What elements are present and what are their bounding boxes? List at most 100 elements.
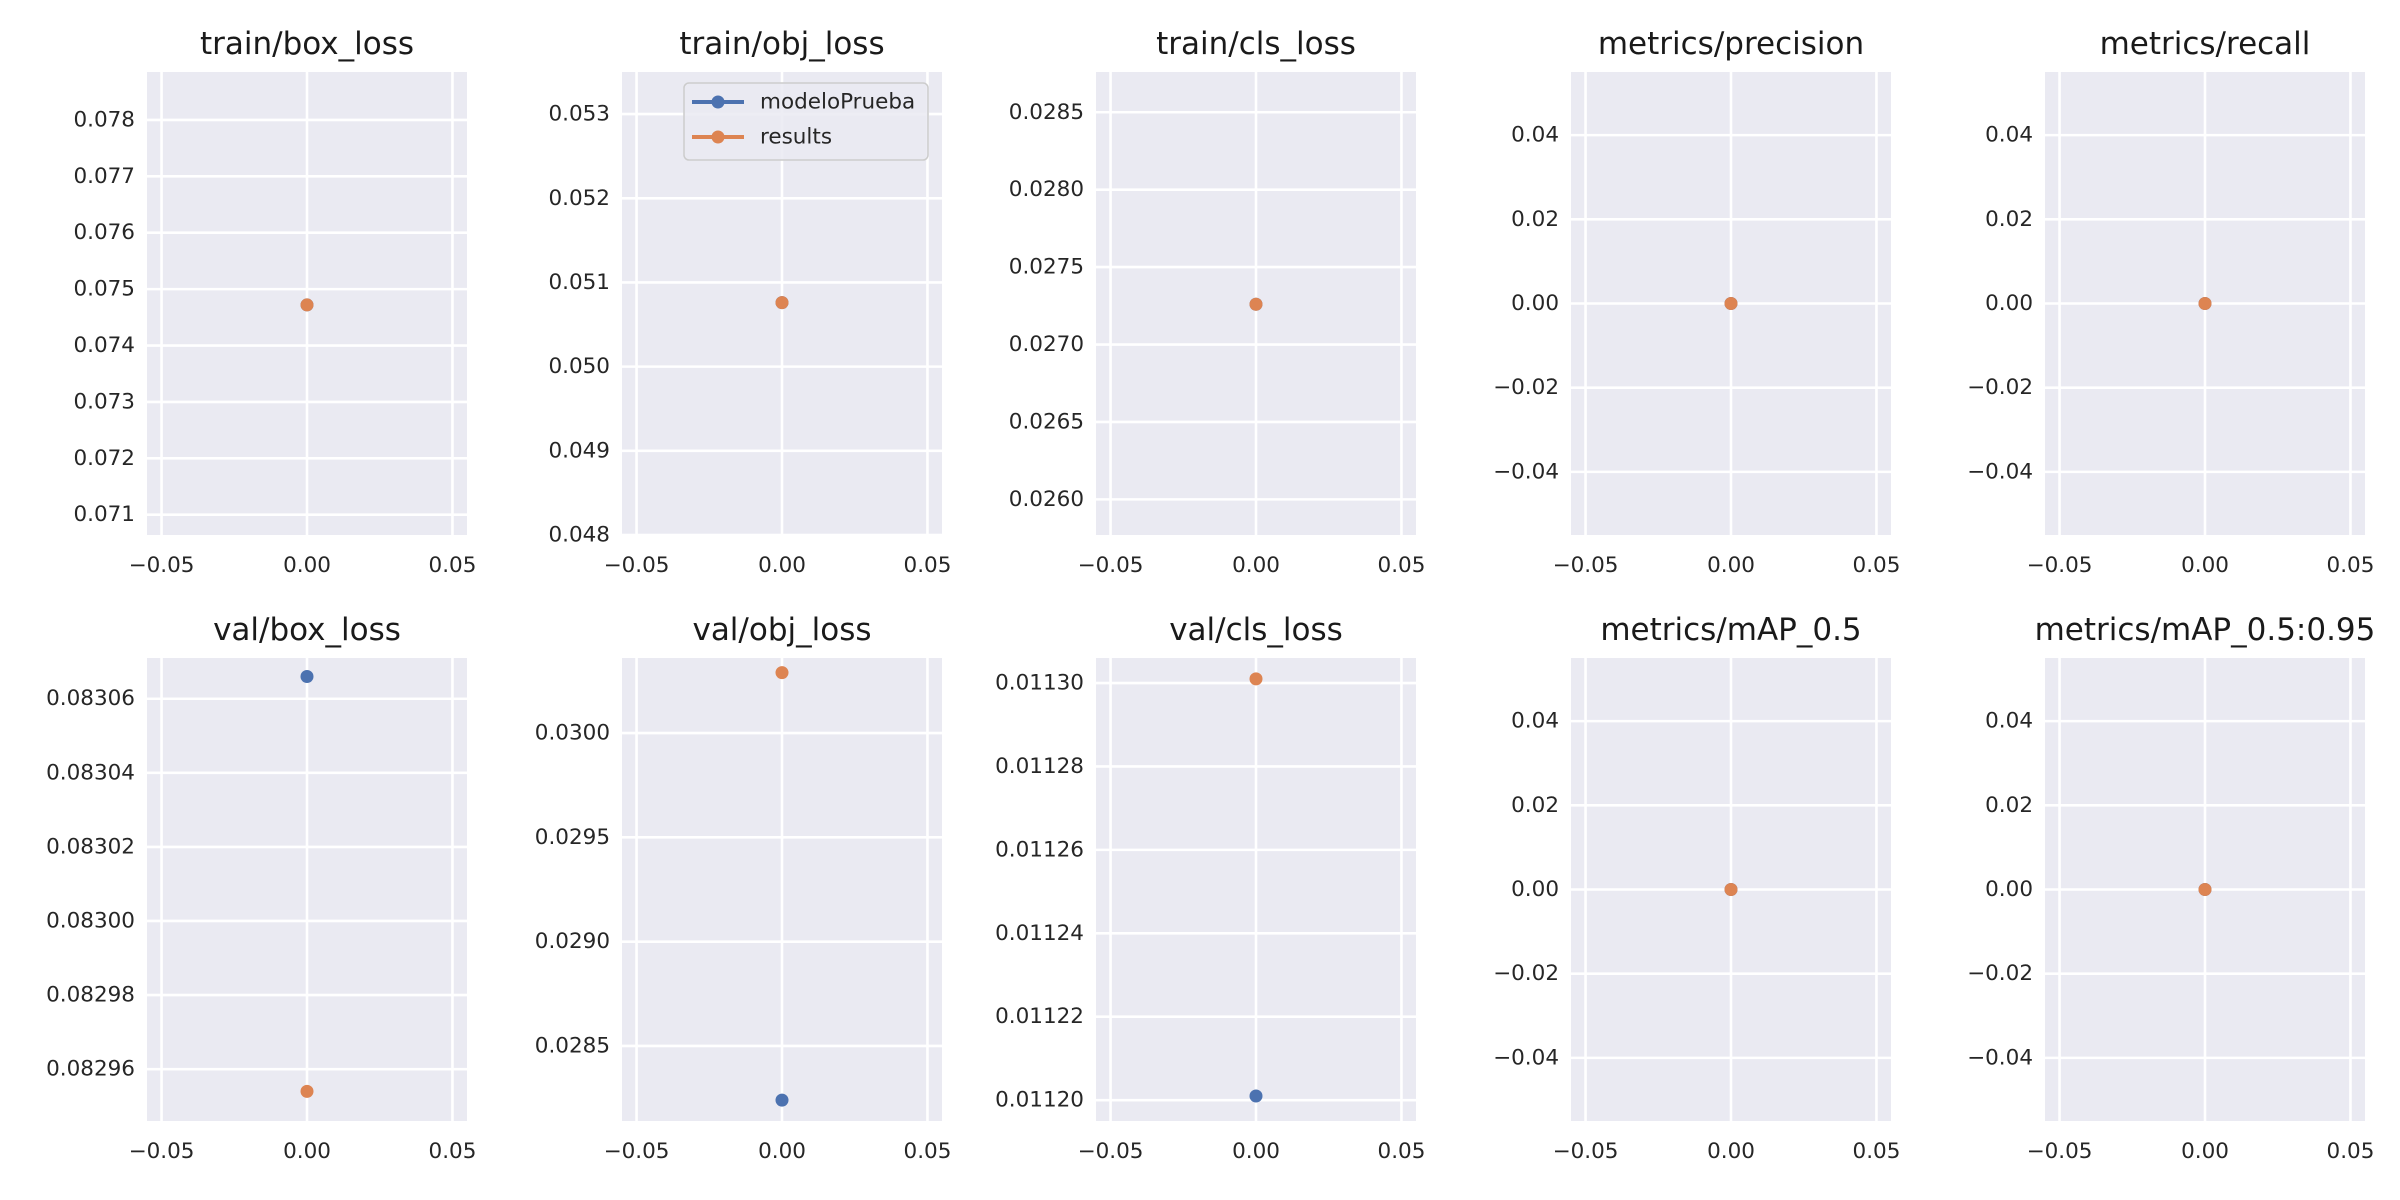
panel-metrics-precision-xtick-label: 0.05 (1853, 553, 1901, 578)
panel-metrics-map-0-5-0-95-ytick-label: 0.02 (1985, 793, 2033, 818)
panel-train-box-loss-title: train/box_loss (200, 26, 414, 62)
panel-metrics-map-0-5-0-95-ytick-label: 0.00 (1985, 877, 2033, 902)
panel-metrics-recall-ytick-label: 0.02 (1985, 207, 2033, 232)
panel-metrics-precision-series (1724, 297, 1738, 310)
panel-metrics-map-0-5-xtick-label: 0.00 (1707, 1139, 1755, 1164)
panel-metrics-map-0-5-xtick-label: 0.05 (1853, 1139, 1901, 1164)
panel-train-cls-loss-xtick-label: 0.00 (1232, 553, 1280, 578)
legend-entry-modeloprueba: modeloPrueba (692, 90, 915, 115)
panel-train-box-loss-xtick-label: 0.05 (429, 553, 477, 578)
panel-metrics-map-0-5-ytick-label: −0.04 (1493, 1045, 1559, 1070)
panel-val-cls-loss-title: val/cls_loss (1169, 612, 1343, 648)
panel-val-cls-loss-series-results-point (1249, 672, 1263, 686)
panel-train-obj-loss-series-results-point (775, 296, 789, 310)
panel-val-cls-loss-xtick-label: 0.05 (1378, 1139, 1426, 1164)
legend: modeloPrueba results (683, 82, 929, 161)
panel-train-cls-loss-series (1249, 297, 1263, 311)
panel-metrics-map-0-5-ytick-label: 0.02 (1511, 793, 1559, 818)
panel-train-obj-loss-title: train/obj_loss (679, 26, 884, 62)
panel-train-box-loss-ytick-label: 0.074 (73, 333, 135, 358)
panel-train-box-loss-xtick-label: −0.05 (129, 553, 195, 578)
panel-metrics-precision-title: metrics/precision (1598, 26, 1864, 62)
panel-val-box-loss-xtick-label: 0.05 (429, 1139, 477, 1164)
panel-metrics-recall-xtick-label: 0.00 (2181, 553, 2229, 578)
panel-train-obj-loss-xtick-label: 0.05 (904, 553, 952, 578)
legend-entry-results-label: results (760, 125, 832, 150)
panel-train-box-loss-series (300, 298, 314, 312)
panel-val-obj-loss-xtick-label: −0.05 (604, 1139, 670, 1164)
panel-train-box-loss-ytick-label: 0.073 (73, 389, 135, 414)
legend-entry-results-marker (711, 130, 725, 144)
panel-train-cls-loss: −0.05 0.00 0.05 0.0260 0.0265 0.0270 0.0275 0.0… (1009, 26, 1426, 578)
legend-entry-results: results (692, 125, 832, 150)
panel-train-obj-loss-ytick-label: 0.050 (548, 354, 610, 379)
panel-metrics-recall-ytick-label: −0.04 (1967, 459, 2033, 484)
panel-val-box-loss-ytick-label: 0.08306 (46, 686, 135, 711)
panel-val-obj-loss-series-modeloprueba-point (775, 1093, 789, 1107)
panel-metrics-recall-title: metrics/recall (2100, 26, 2311, 62)
panel-train-obj-loss-series (775, 296, 789, 310)
panel-train-box-loss-ytick-label: 0.075 (73, 277, 135, 302)
panel-val-obj-loss: −0.05 0.00 0.05 0.0285 0.0290 0.0295 0.0300 val… (535, 612, 952, 1164)
panel-val-cls-loss: −0.05 0.00 0.05 0.01120 0.01122 0.01124 0.0112… (995, 612, 1425, 1164)
panel-val-cls-loss-ytick-label: 0.01122 (995, 1004, 1084, 1029)
panel-val-box-loss-series-results-point (300, 1084, 314, 1098)
panel-val-obj-loss-series (775, 666, 789, 1107)
panel-metrics-precision-ytick-label: −0.02 (1493, 375, 1559, 400)
panel-metrics-map-0-5-ytick-label: 0.04 (1511, 709, 1559, 734)
panel-train-obj-loss-ytick-label: 0.049 (548, 438, 610, 463)
legend-entry-modeloprueba-label: modeloPrueba (760, 90, 915, 115)
panel-train-cls-loss-ytick-label: 0.0275 (1009, 255, 1084, 280)
panel-val-cls-loss-ytick-label: 0.01126 (995, 837, 1084, 862)
panel-train-cls-loss-ytick-label: 0.0270 (1009, 332, 1084, 357)
panel-metrics-precision-ytick-label: −0.04 (1493, 459, 1559, 484)
panel-metrics-recall-series-results-point (2198, 297, 2212, 310)
panel-val-box-loss-xtick-label: −0.05 (129, 1139, 195, 1164)
panel-val-cls-loss-series-modeloprueba-point (1249, 1089, 1263, 1103)
panel-metrics-map-0-5-0-95-ytick-label: −0.04 (1967, 1045, 2033, 1070)
panel-val-cls-loss-xtick-label: 0.00 (1232, 1139, 1280, 1164)
panel-val-cls-loss-series (1249, 672, 1263, 1103)
panel-val-box-loss-xtick-label: 0.00 (283, 1139, 331, 1164)
panel-train-cls-loss-ytick-label: 0.0265 (1009, 409, 1084, 434)
subplot-grid: −0.05 0.00 0.05 0.071 0.072 0.073 0.074 0.075 0.… (46, 26, 2375, 1164)
panel-metrics-map-0-5-0-95-series-results-point (2198, 883, 2212, 896)
panel-val-box-loss-series-modeloprueba-point (300, 670, 314, 684)
panel-val-cls-loss-ytick-label: 0.01124 (995, 921, 1084, 946)
panel-metrics-map-0-5-series (1724, 883, 1738, 896)
panel-metrics-map-0-5-0-95-ytick-label: −0.02 (1967, 961, 2033, 986)
panel-metrics-recall-xtick-label: 0.05 (2327, 553, 2375, 578)
panel-train-obj-loss-ytick-label: 0.048 (548, 523, 610, 548)
panel-metrics-precision-series-results-point (1724, 297, 1738, 310)
panel-train-box-loss-ytick-label: 0.072 (73, 446, 135, 471)
panel-train-cls-loss-ytick-label: 0.0285 (1009, 100, 1084, 125)
panel-train-box-loss-ytick-label: 0.071 (73, 502, 135, 527)
panel-val-cls-loss-ytick-label: 0.01120 (995, 1088, 1084, 1113)
panel-train-obj-loss-ytick-label: 0.051 (548, 270, 610, 295)
panel-train-obj-loss-ytick-label: 0.052 (548, 186, 610, 211)
panel-val-box-loss: −0.05 0.00 0.05 0.08296 0.08298 0.08300 0.0830… (46, 612, 476, 1164)
panel-metrics-map-0-5-series-results-point (1724, 883, 1738, 896)
panel-metrics-precision-ytick-label: 0.04 (1511, 123, 1559, 148)
panel-metrics-map-0-5-xtick-label: −0.05 (1553, 1139, 1619, 1164)
panel-val-obj-loss-ytick-label: 0.0300 (535, 721, 610, 746)
panel-metrics-precision: −0.05 0.00 0.05 −0.04 −0.02 0.00 0.02 0.04 metri… (1493, 26, 1900, 578)
panel-train-box-loss: −0.05 0.00 0.05 0.071 0.072 0.073 0.074 0.075 0.… (73, 26, 476, 578)
panel-val-box-loss-ytick-label: 0.08302 (46, 834, 135, 859)
legend-entry-modeloprueba-marker (711, 95, 725, 109)
panel-val-cls-loss-ytick-label: 0.01128 (995, 754, 1084, 779)
panel-train-obj-loss-ytick-label: 0.053 (548, 102, 610, 127)
panel-train-cls-loss-series-results-point (1249, 297, 1263, 311)
panel-val-obj-loss-ytick-label: 0.0295 (535, 825, 610, 850)
panel-val-obj-loss-ytick-label: 0.0285 (535, 1033, 610, 1058)
panel-val-box-loss-title: val/box_loss (213, 612, 401, 648)
panel-metrics-precision-xtick-label: 0.00 (1707, 553, 1755, 578)
panel-train-obj-loss-xtick-label: 0.00 (758, 553, 806, 578)
panel-metrics-map-0-5-0-95-xtick-label: −0.05 (2027, 1139, 2093, 1164)
panel-train-cls-loss-xtick-label: 0.05 (1378, 553, 1426, 578)
panel-metrics-precision-ytick-label: 0.02 (1511, 207, 1559, 232)
panel-metrics-map-0-5-0-95-ytick-label: 0.04 (1985, 709, 2033, 734)
legend-frame (683, 82, 929, 161)
panel-val-obj-loss-title: val/obj_loss (692, 612, 871, 648)
